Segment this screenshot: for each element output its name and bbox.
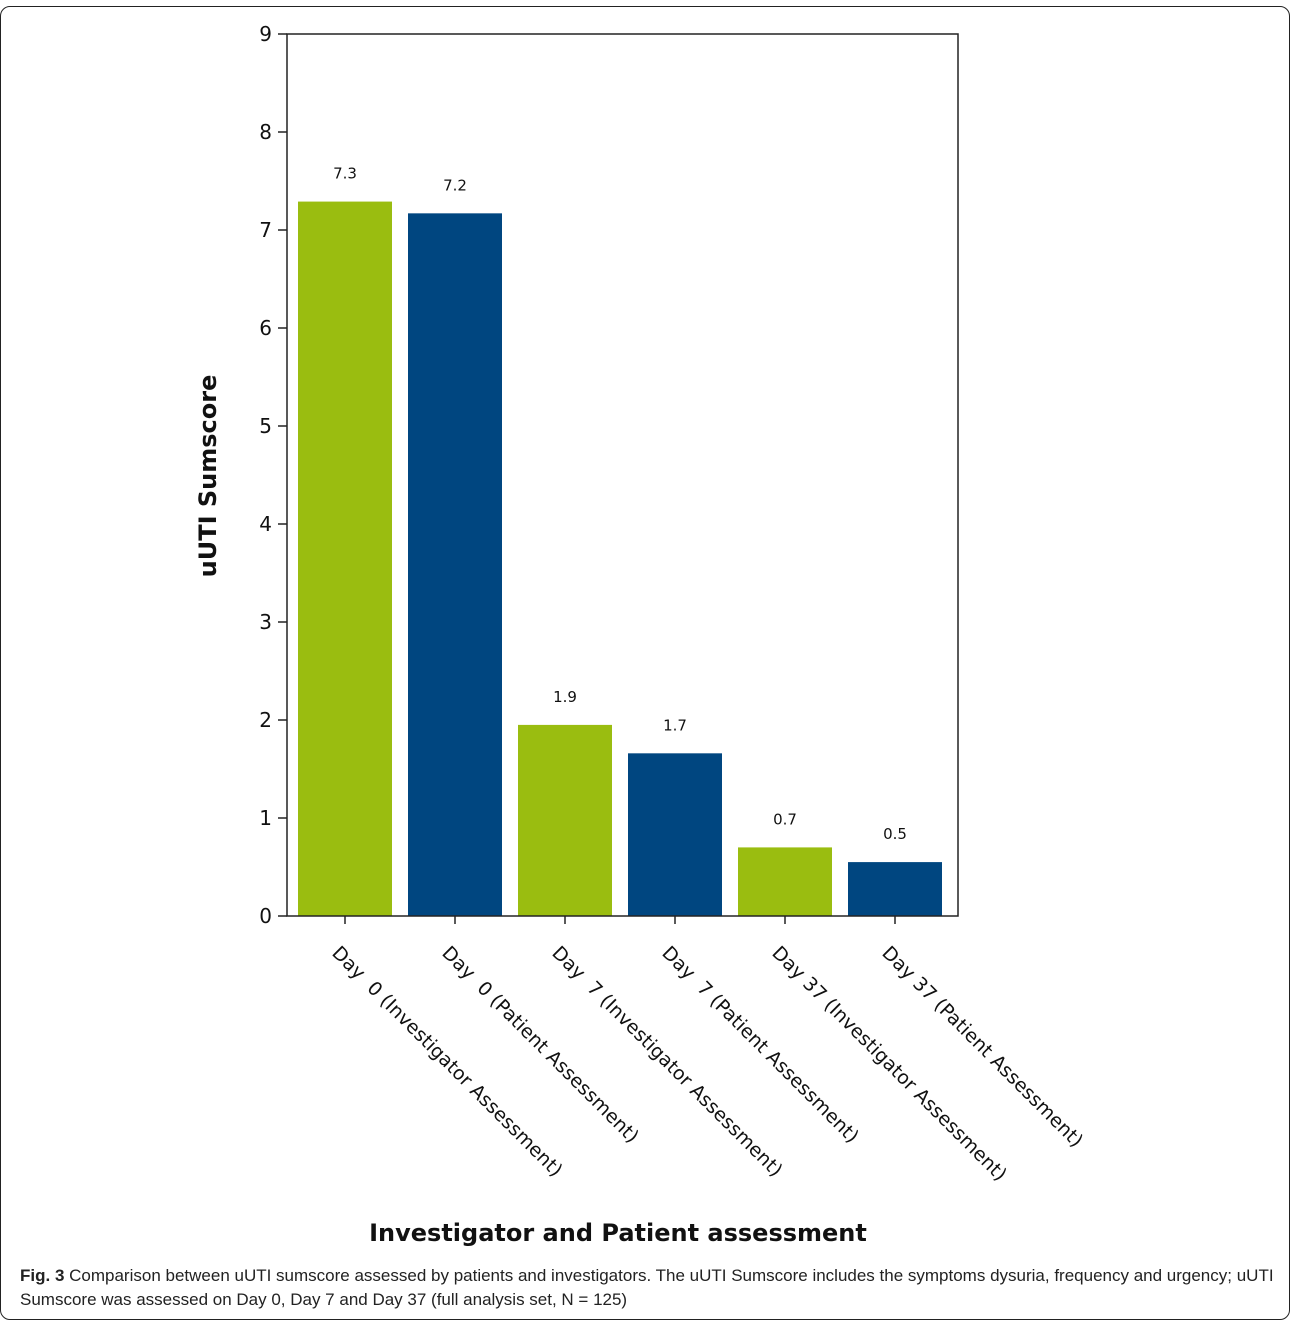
- bar: [848, 862, 942, 916]
- bar: [738, 847, 832, 916]
- y-axis: 0 1 2 3 4 5 6 7 8 9: [259, 22, 287, 928]
- bar: [518, 724, 612, 916]
- figure-frame: [0, 6, 1290, 1320]
- figure-caption: Fig. 3 Comparison between uUTI sumscore …: [20, 1264, 1280, 1312]
- y-tick-label: 6: [259, 316, 272, 340]
- data-label: 1.9: [553, 688, 577, 706]
- x-tick-label: Day 37 (Patient Assessment): [877, 942, 1087, 1152]
- data-label: 1.7: [663, 716, 687, 734]
- x-tick-label: Day 37 (Investigator Assessment): [767, 942, 1011, 1186]
- caption-text: Comparison between uUTI sumscore assesse…: [20, 1266, 1274, 1309]
- data-label: 7.3: [333, 165, 357, 183]
- y-tick-label: 5: [259, 414, 272, 438]
- x-tick-label: Day 7 (Investigator Assessment): [547, 942, 786, 1181]
- bar: [408, 213, 502, 917]
- x-axis-title: Investigator and Patient assessment: [369, 1219, 867, 1247]
- bar: [298, 201, 392, 916]
- bars-layer: [298, 201, 942, 917]
- x-tick-label: Day 7 (Patient Assessment): [657, 942, 863, 1148]
- x-tick-label: Day 0 (Investigator Assessment): [327, 942, 566, 1181]
- y-tick-label: 8: [259, 120, 272, 144]
- y-tick-label: 9: [259, 22, 272, 46]
- y-tick-label: 2: [259, 708, 272, 732]
- y-tick-label: 3: [259, 610, 272, 634]
- data-label: 0.7: [773, 810, 797, 828]
- data-label: 7.2: [443, 176, 467, 194]
- plot-area-border: [286, 33, 959, 917]
- y-tick-label: 1: [259, 806, 272, 830]
- y-tick-label: 7: [259, 218, 272, 242]
- y-tick-label: 0: [259, 904, 272, 928]
- data-labels-layer: 7.3 7.2 1.9 1.7 0.7 0.5: [333, 165, 907, 844]
- x-axis: Day 0 (Investigator Assessment)Day 0 (Pa…: [327, 916, 1087, 1186]
- y-axis-title: uUTI Sumscore: [194, 375, 222, 578]
- y-tick-label: 4: [259, 512, 272, 536]
- caption-label: Fig. 3: [20, 1266, 65, 1285]
- data-label: 0.5: [883, 825, 907, 843]
- x-tick-label: Day 0 (Patient Assessment): [437, 942, 643, 1148]
- bar: [628, 753, 722, 916]
- bar-chart: 7.3 7.2 1.9 1.7 0.7 0.5 0 1 2 3 4 5 6 7 8 9 Day 0 (Inv…: [194, 22, 1087, 1247]
